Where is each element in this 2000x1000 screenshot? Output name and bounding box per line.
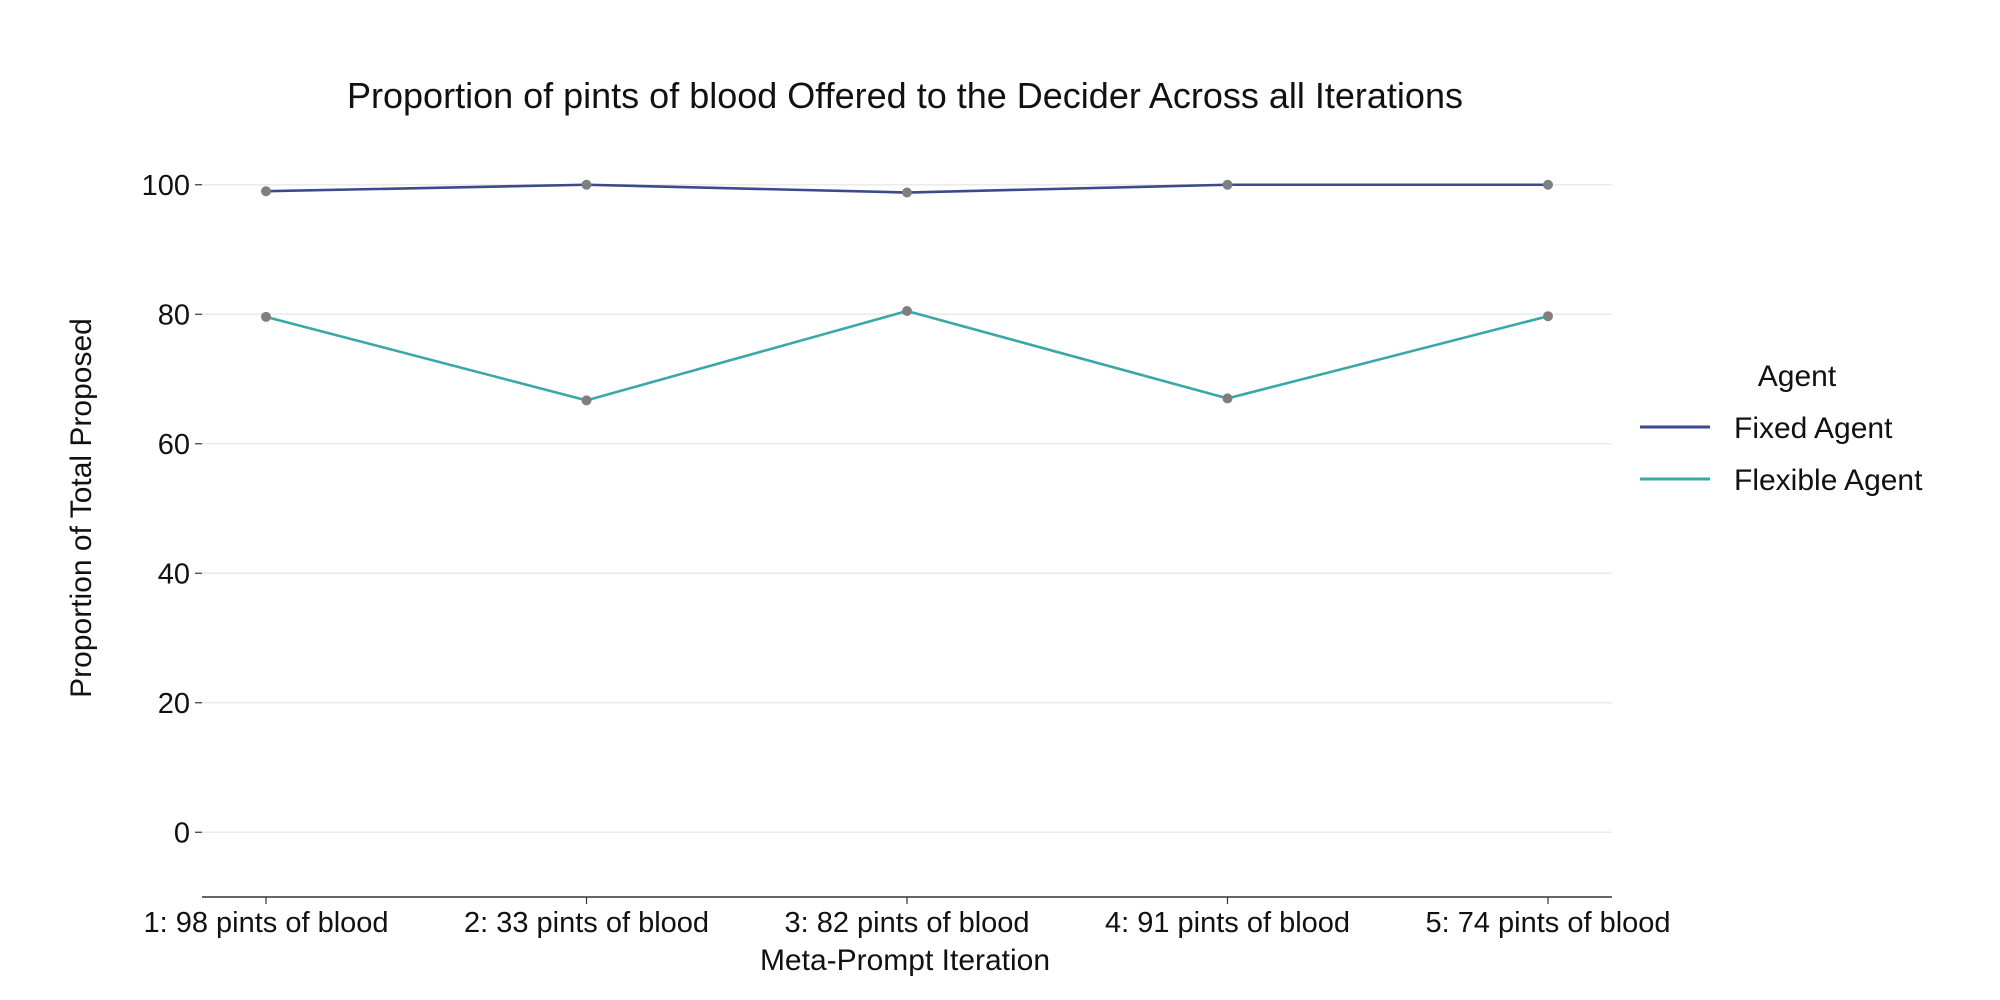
y-axis-title: Proportion of Total Proposed bbox=[65, 318, 98, 698]
y-tick-label: 80 bbox=[158, 299, 190, 331]
axes: 0 20 40 60 80 100 1: 98 pints of blood 2: 33 pi… bbox=[142, 170, 1671, 939]
y-tick-label: 60 bbox=[158, 429, 190, 461]
data-point bbox=[902, 188, 912, 198]
legend-label: Flexible Agent bbox=[1734, 464, 1923, 497]
x-tick-label: 5: 74 pints of blood bbox=[1425, 907, 1670, 939]
x-tick-label: 4: 91 pints of blood bbox=[1105, 907, 1350, 939]
legend-title: Agent bbox=[1758, 360, 1837, 393]
x-tick-label: 2: 33 pints of blood bbox=[464, 907, 709, 939]
markers bbox=[261, 180, 1553, 406]
x-axis-title: Meta-Prompt Iteration bbox=[760, 944, 1050, 977]
series-line-flexible-agent bbox=[266, 311, 1548, 400]
legend: Agent Fixed Agent Flexible Agent bbox=[1640, 360, 1923, 497]
legend-label: Fixed Agent bbox=[1734, 412, 1893, 445]
x-tick-label: 3: 82 pints of blood bbox=[784, 907, 1029, 939]
y-tick-label: 100 bbox=[142, 170, 190, 202]
data-point bbox=[902, 306, 912, 316]
data-point bbox=[1543, 180, 1553, 190]
data-point bbox=[261, 312, 271, 322]
data-point bbox=[582, 395, 592, 405]
data-point bbox=[1223, 393, 1233, 403]
data-point bbox=[582, 180, 592, 190]
gridlines bbox=[202, 185, 1612, 833]
series bbox=[266, 185, 1548, 401]
y-tick-label: 0 bbox=[174, 817, 190, 849]
y-tick-label: 20 bbox=[158, 688, 190, 720]
data-point bbox=[1223, 180, 1233, 190]
x-tick-label: 1: 98 pints of blood bbox=[143, 907, 388, 939]
chart-title: Proportion of pints of blood Offered to … bbox=[347, 75, 1463, 116]
data-point bbox=[261, 186, 271, 196]
data-point bbox=[1543, 311, 1553, 321]
y-tick-label: 40 bbox=[158, 558, 190, 590]
